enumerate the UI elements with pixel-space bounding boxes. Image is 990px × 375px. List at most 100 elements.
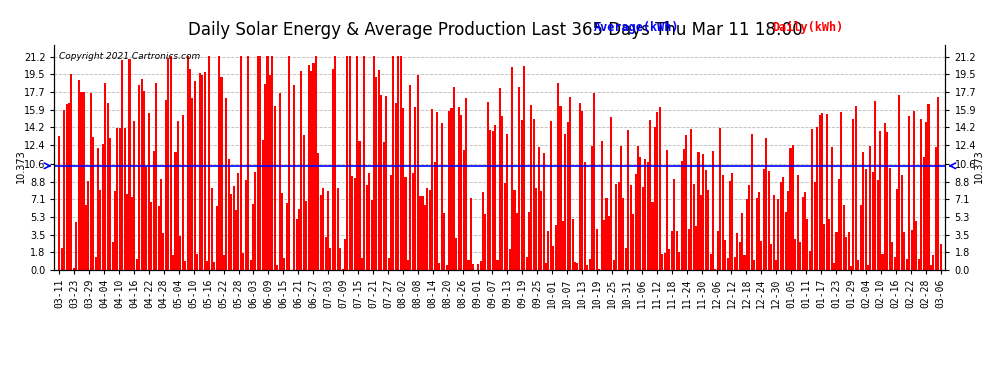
Bar: [332, 69, 334, 270]
Bar: [666, 150, 668, 270]
Bar: [256, 56, 258, 270]
Bar: [661, 254, 663, 270]
Bar: [850, 267, 852, 270]
Bar: [826, 114, 828, 270]
Bar: [489, 130, 491, 270]
Bar: [748, 185, 750, 270]
Bar: [392, 56, 394, 270]
Bar: [874, 101, 876, 270]
Bar: [780, 182, 782, 270]
Bar: [58, 136, 60, 270]
Bar: [172, 255, 174, 270]
Bar: [75, 222, 77, 270]
Bar: [167, 58, 169, 270]
Bar: [770, 244, 772, 270]
Bar: [658, 107, 660, 270]
Bar: [208, 56, 211, 270]
Bar: [916, 221, 918, 270]
Text: Daily Solar Energy & Average Production Last 365 Days Thu Mar 11 18:00: Daily Solar Energy & Average Production …: [188, 21, 802, 39]
Bar: [869, 146, 871, 270]
Bar: [925, 122, 927, 270]
Bar: [390, 175, 392, 270]
Bar: [715, 269, 717, 270]
Bar: [92, 137, 94, 270]
Bar: [119, 128, 121, 270]
Bar: [571, 219, 573, 270]
Bar: [903, 232, 905, 270]
Bar: [218, 56, 220, 270]
Bar: [259, 56, 261, 270]
Bar: [610, 117, 613, 270]
Bar: [564, 134, 566, 270]
Bar: [845, 237, 847, 270]
Bar: [547, 231, 549, 270]
Bar: [70, 75, 72, 270]
Bar: [308, 65, 310, 270]
Bar: [581, 111, 583, 270]
Bar: [344, 239, 346, 270]
Bar: [838, 179, 840, 270]
Bar: [506, 134, 508, 270]
Bar: [60, 248, 62, 270]
Bar: [269, 75, 271, 270]
Bar: [509, 249, 511, 270]
Bar: [729, 182, 731, 270]
Bar: [249, 260, 251, 270]
Bar: [351, 176, 353, 270]
Bar: [642, 187, 644, 270]
Bar: [162, 233, 164, 270]
Bar: [685, 135, 687, 270]
Bar: [911, 230, 913, 270]
Bar: [591, 146, 593, 270]
Bar: [184, 261, 186, 270]
Bar: [99, 190, 102, 270]
Bar: [363, 56, 365, 270]
Bar: [501, 116, 503, 270]
Bar: [802, 197, 804, 270]
Bar: [668, 249, 670, 270]
Bar: [772, 195, 774, 270]
Bar: [248, 56, 249, 270]
Bar: [601, 141, 603, 270]
Bar: [889, 168, 891, 270]
Bar: [623, 198, 625, 270]
Bar: [68, 103, 70, 270]
Bar: [387, 258, 390, 270]
Bar: [864, 169, 866, 270]
Bar: [395, 103, 397, 270]
Bar: [541, 191, 543, 270]
Bar: [613, 260, 615, 270]
Bar: [908, 116, 910, 270]
Bar: [562, 222, 564, 270]
Bar: [150, 202, 152, 270]
Bar: [134, 121, 136, 270]
Bar: [131, 197, 133, 270]
Bar: [653, 127, 656, 270]
Bar: [164, 100, 167, 270]
Bar: [588, 258, 591, 270]
Bar: [881, 254, 883, 270]
Bar: [680, 161, 682, 270]
Bar: [330, 248, 332, 270]
Bar: [141, 79, 143, 270]
Bar: [646, 162, 648, 270]
Bar: [819, 115, 821, 270]
Bar: [383, 142, 385, 270]
Bar: [521, 120, 523, 270]
Bar: [201, 75, 203, 270]
Bar: [315, 56, 317, 270]
Bar: [933, 255, 935, 270]
Bar: [189, 69, 191, 270]
Bar: [775, 260, 777, 270]
Bar: [921, 119, 923, 270]
Bar: [296, 219, 298, 270]
Bar: [615, 184, 617, 270]
Bar: [765, 138, 767, 270]
Bar: [559, 106, 561, 270]
Bar: [213, 262, 215, 270]
Bar: [630, 185, 632, 270]
Bar: [65, 104, 67, 270]
Bar: [271, 56, 273, 270]
Bar: [531, 105, 533, 270]
Bar: [841, 112, 842, 270]
